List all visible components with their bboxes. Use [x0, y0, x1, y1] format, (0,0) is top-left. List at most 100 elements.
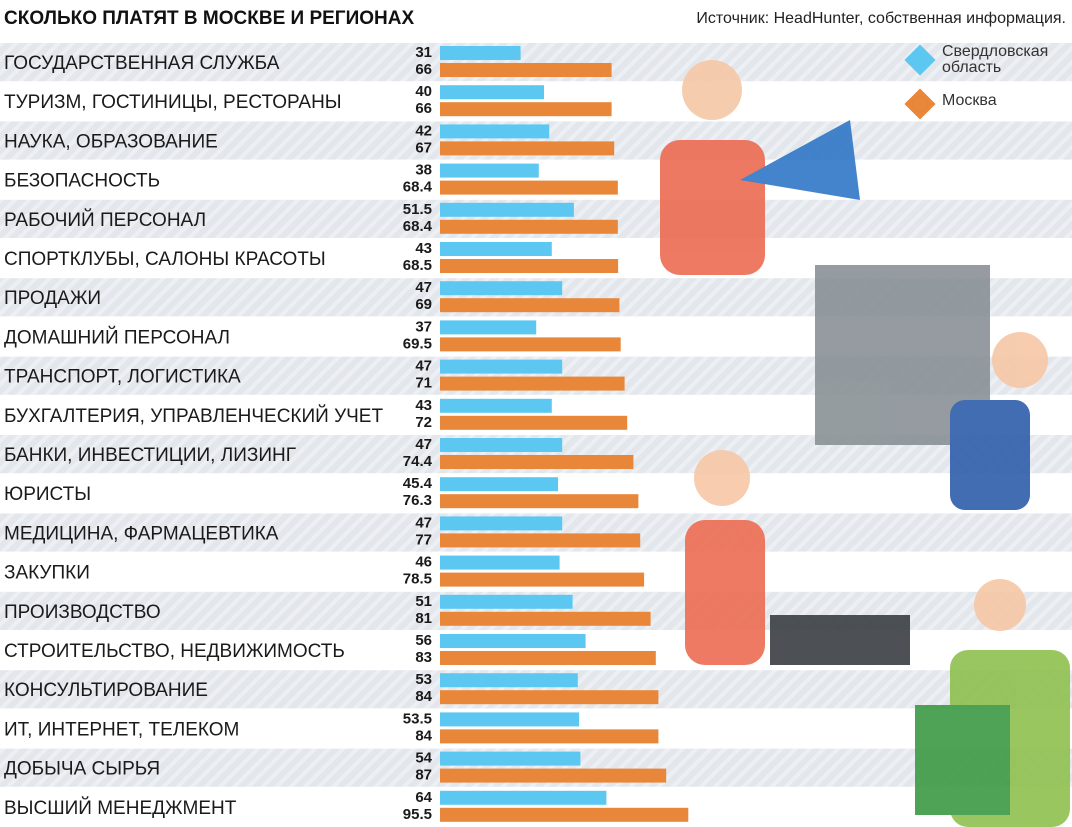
bar — [440, 337, 621, 352]
bar — [440, 85, 544, 100]
value-label: 37 — [415, 318, 432, 335]
bar — [440, 768, 667, 783]
value-label: 67 — [415, 139, 432, 156]
value-label: 95.5 — [403, 806, 432, 823]
bar — [440, 572, 645, 587]
bar — [440, 298, 620, 313]
value-label: 56 — [415, 632, 432, 649]
value-label: 43 — [415, 397, 432, 414]
category-label: ЮРИСТЫ — [4, 484, 91, 505]
bar — [440, 729, 659, 744]
bar — [440, 634, 586, 648]
bar — [440, 202, 574, 217]
value-label: 53 — [415, 671, 432, 688]
value-label: 66 — [415, 100, 432, 117]
category-label: СПОРТКЛУБЫ, САЛОНЫ КРАСОТЫ — [4, 249, 326, 270]
bar — [440, 163, 539, 178]
value-label: 47 — [415, 358, 432, 375]
value-label: 47 — [415, 436, 432, 453]
category-label: БАНКИ, ИНВЕСТИЦИИ, ЛИЗИНГ — [4, 445, 296, 466]
bar — [440, 415, 628, 430]
value-label: 71 — [415, 375, 432, 392]
bar — [440, 494, 639, 509]
value-label: 87 — [415, 767, 432, 784]
category-label: ТРАНСПОРТ, ЛОГИСТИКА — [4, 367, 241, 388]
value-label: 81 — [415, 610, 432, 627]
bar — [440, 673, 578, 688]
bar — [440, 219, 618, 234]
bar — [440, 281, 563, 296]
value-label: 72 — [415, 414, 432, 431]
bar — [440, 455, 634, 469]
value-label: 45.4 — [403, 475, 433, 492]
bar — [440, 807, 689, 822]
value-label: 47 — [415, 279, 432, 296]
category-label: ГОСУДАРСТВЕННАЯ СЛУЖБА — [4, 53, 280, 74]
value-label: 64 — [415, 789, 432, 806]
bar — [440, 594, 573, 609]
category-label: МЕДИЦИНА, ФАРМАЦЕВТИКА — [4, 523, 279, 544]
value-label: 51.5 — [403, 201, 432, 218]
category-label: БЕЗОПАСНОСТЬ — [4, 171, 160, 192]
bar — [440, 712, 580, 727]
bar — [440, 477, 559, 492]
value-label: 69 — [415, 296, 432, 313]
bar — [440, 751, 581, 766]
value-label: 66 — [415, 61, 432, 78]
bar — [440, 242, 552, 256]
value-label: 38 — [415, 162, 432, 179]
legend-label: Москва — [942, 92, 997, 109]
bar — [440, 141, 615, 156]
category-label: ИТ, ИНТЕРНЕТ, ТЕЛЕКОМ — [4, 719, 239, 740]
bar — [440, 651, 656, 665]
category-label: ЗАКУПКИ — [4, 563, 90, 584]
value-label: 78.5 — [403, 571, 432, 588]
category-label: ПРОДАЖИ — [4, 288, 101, 309]
category-label: ТУРИЗМ, ГОСТИНИЦЫ, РЕСТОРАНЫ — [4, 92, 342, 113]
decoration — [660, 60, 1070, 827]
value-label: 68.4 — [403, 179, 433, 196]
value-label: 69.5 — [403, 335, 432, 352]
value-label: 53.5 — [403, 710, 432, 727]
bar — [440, 124, 550, 139]
bar — [440, 611, 651, 626]
value-label: 51 — [415, 593, 432, 610]
bar — [440, 790, 607, 805]
value-label: 40 — [415, 83, 432, 100]
bar — [440, 555, 560, 570]
category-label: ПРОИЗВОДСТВО — [4, 602, 161, 623]
category-label: ДОБЫЧА СЫРЬЯ — [4, 759, 160, 780]
category-label: РАБОЧИЙ ПЕРСОНАЛ — [4, 209, 206, 231]
value-label: 68.4 — [403, 218, 433, 235]
value-label: 31 — [415, 44, 432, 61]
value-label: 76.3 — [403, 492, 432, 509]
value-label: 77 — [415, 531, 432, 548]
value-label: 46 — [415, 554, 432, 571]
value-label: 84 — [415, 688, 432, 705]
chart-title: СКОЛЬКО ПЛАТЯТ В МОСКВЕ И РЕГИОНАХ — [4, 8, 415, 29]
value-label: 54 — [415, 750, 432, 767]
bar — [440, 359, 563, 374]
value-label: 74.4 — [403, 453, 433, 470]
bar — [440, 438, 563, 452]
bar — [440, 516, 563, 531]
category-label: СТРОИТЕЛЬСТВО, НЕДВИЖИМОСТЬ — [4, 641, 345, 662]
bar — [440, 259, 619, 273]
value-label: 68.5 — [403, 257, 432, 274]
category-label: БУХГАЛТЕРИЯ, УПРАВЛЕНЧЕСКИЙ УЧЕТ — [4, 405, 383, 427]
legend-swatch — [904, 88, 936, 120]
bar — [440, 102, 612, 117]
bar — [440, 690, 659, 705]
category-label: ВЫСШИЙ МЕНЕДЖМЕНТ — [4, 797, 237, 819]
category-label: КОНСУЛЬТИРОВАНИЕ — [4, 680, 208, 701]
value-label: 47 — [415, 514, 432, 531]
bar — [440, 63, 612, 77]
category-label: ДОМАШНИЙ ПЕРСОНАЛ — [4, 326, 230, 348]
bar — [440, 46, 521, 60]
category-label: НАУКА, ОБРАЗОВАНИЕ — [4, 131, 218, 152]
value-label: 42 — [415, 122, 432, 139]
bar — [440, 533, 641, 548]
value-label: 83 — [415, 649, 432, 666]
source-note: Источник: HeadHunter, собственная информ… — [696, 10, 1066, 27]
